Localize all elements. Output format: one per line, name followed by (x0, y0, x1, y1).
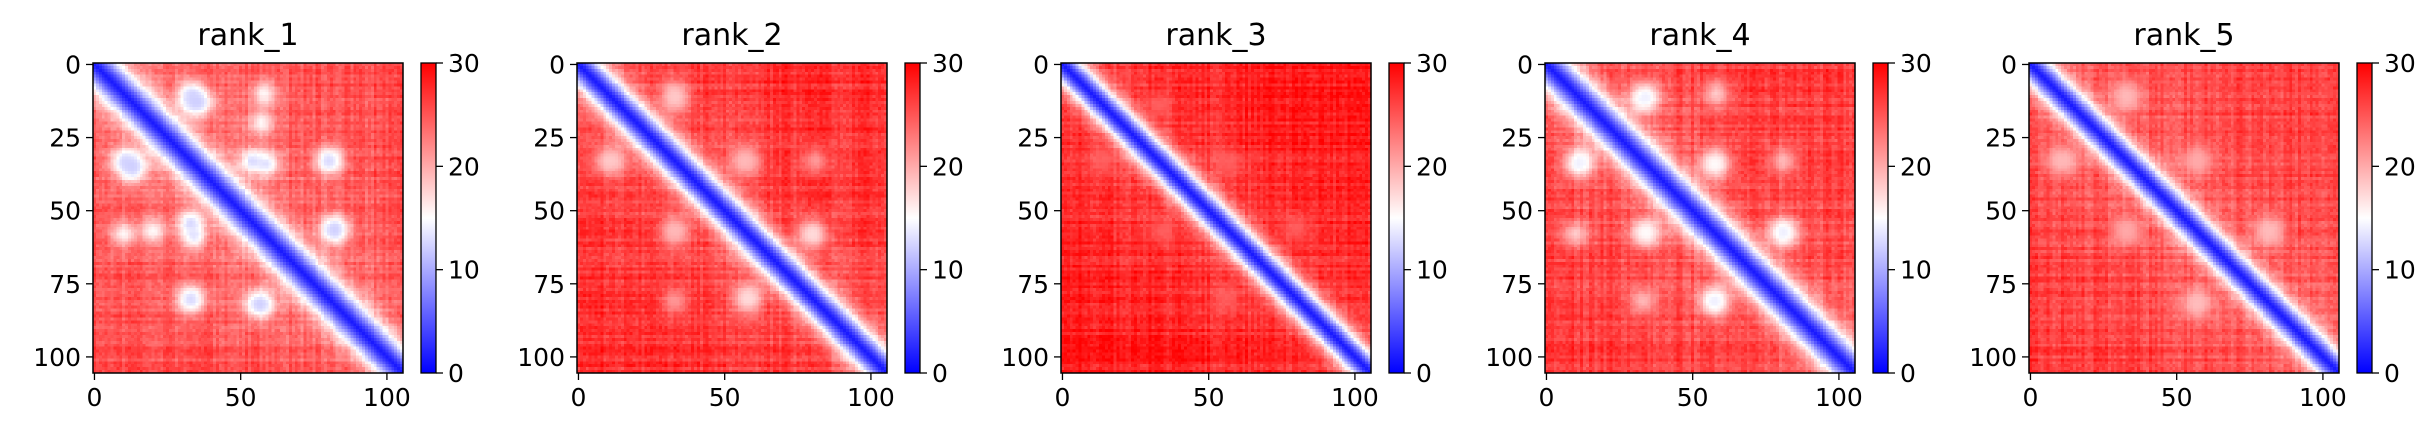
x-tick-label: 0 (2023, 383, 2039, 412)
x-tick-label: 100 (363, 383, 411, 412)
plot-frame (1060, 62, 1372, 374)
y-tick-label: 0 (1517, 50, 1533, 79)
y-tick-label: 75 (49, 270, 81, 299)
y-tick-label: 0 (2001, 50, 2017, 79)
panel-title: rank_2 (681, 18, 782, 53)
colorbar (904, 62, 921, 374)
colorbar-tick-label: 0 (932, 359, 948, 388)
panel-title: rank_1 (197, 18, 298, 53)
y-tick-label: 50 (533, 197, 565, 226)
y-tick-label: 75 (1017, 270, 1049, 299)
colorbar-tick-label: 0 (2384, 359, 2400, 388)
colorbar-tick-label: 30 (2384, 49, 2416, 78)
panel-title: rank_4 (1649, 18, 1750, 53)
y-tick-label: 100 (1969, 343, 2017, 372)
colorbar-tick-label: 10 (1900, 256, 1932, 285)
heatmap-image (93, 63, 403, 373)
x-tick-label: 100 (847, 383, 895, 412)
colorbar-tick-label: 30 (1900, 49, 1932, 78)
heatmap-image (1061, 63, 1371, 373)
y-tick-label: 25 (1501, 124, 1533, 153)
y-tick-label: 100 (1485, 343, 1533, 372)
colorbar-tick-label: 10 (448, 256, 480, 285)
heatmap-image (2029, 63, 2339, 373)
x-tick-label: 50 (709, 383, 741, 412)
y-tick-label: 0 (65, 50, 81, 79)
y-tick-label: 50 (1017, 197, 1049, 226)
colorbar (1872, 62, 1889, 374)
plot-frame (576, 62, 888, 374)
plot-frame (2028, 62, 2340, 374)
colorbar-tick-label: 10 (932, 256, 964, 285)
plot-frame (92, 62, 404, 374)
x-tick-label: 100 (2299, 383, 2347, 412)
x-tick-label: 50 (1677, 383, 1709, 412)
y-tick-label: 75 (1985, 270, 2017, 299)
colorbar-tick-label: 0 (1900, 359, 1916, 388)
y-tick-label: 75 (1501, 270, 1533, 299)
y-tick-label: 0 (549, 50, 565, 79)
colorbar-tick-label: 20 (448, 152, 480, 181)
heatmap-image (577, 63, 887, 373)
x-tick-label: 0 (571, 383, 587, 412)
y-tick-label: 25 (533, 124, 565, 153)
y-tick-label: 75 (533, 270, 565, 299)
colorbar-tick-label: 30 (448, 49, 480, 78)
heatmap-image (1545, 63, 1855, 373)
x-tick-label: 100 (1331, 383, 1379, 412)
y-tick-label: 100 (33, 343, 81, 372)
colorbar-tick-label: 10 (1416, 256, 1448, 285)
y-tick-label: 50 (49, 197, 81, 226)
x-tick-label: 0 (87, 383, 103, 412)
colorbar-tick-label: 20 (1900, 152, 1932, 181)
panel-title: rank_5 (2133, 18, 2234, 53)
colorbar-tick-label: 0 (448, 359, 464, 388)
y-tick-label: 25 (1017, 124, 1049, 153)
colorbar-tick-label: 10 (2384, 256, 2416, 285)
x-tick-label: 100 (1815, 383, 1863, 412)
y-tick-label: 25 (49, 124, 81, 153)
colorbar-tick-label: 20 (1416, 152, 1448, 181)
x-tick-label: 50 (225, 383, 257, 412)
colorbar (1388, 62, 1405, 374)
y-tick-label: 0 (1033, 50, 1049, 79)
y-tick-label: 100 (1001, 343, 1049, 372)
x-tick-label: 0 (1055, 383, 1071, 412)
colorbar-tick-label: 0 (1416, 359, 1432, 388)
y-tick-label: 50 (1501, 197, 1533, 226)
colorbar-tick-label: 20 (932, 152, 964, 181)
x-tick-label: 50 (1193, 383, 1225, 412)
y-tick-label: 50 (1985, 197, 2017, 226)
colorbar-tick-label: 20 (2384, 152, 2416, 181)
panel-title: rank_3 (1165, 18, 1266, 53)
x-tick-label: 50 (2161, 383, 2193, 412)
colorbar-tick-label: 30 (932, 49, 964, 78)
colorbar (2356, 62, 2373, 374)
colorbar (420, 62, 437, 374)
plot-frame (1544, 62, 1856, 374)
y-tick-label: 25 (1985, 124, 2017, 153)
colorbar-tick-label: 30 (1416, 49, 1448, 78)
x-tick-label: 0 (1539, 383, 1555, 412)
y-tick-label: 100 (517, 343, 565, 372)
